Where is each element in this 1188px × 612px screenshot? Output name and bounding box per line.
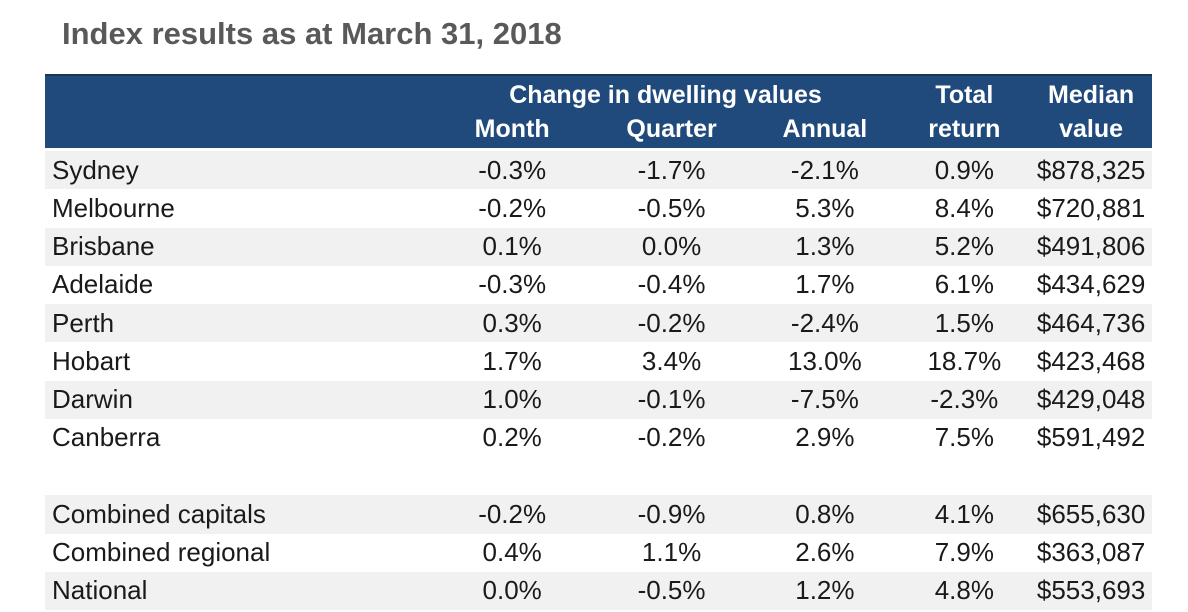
cell-total-return: 6.1% [898, 265, 1031, 304]
table-row-sydney: Sydney -0.3% -1.7% -2.1% 0.9% $878,325 [45, 151, 1152, 190]
cell-quarter: 1.1% [591, 533, 752, 572]
table-row-hobart: Hobart 1.7% 3.4% 13.0% 18.7% $423,468 [45, 342, 1152, 381]
row-label: Combined capitals [45, 495, 433, 534]
row-label: Melbourne [45, 189, 433, 228]
header-median-line2: value [1030, 115, 1152, 151]
header-total-line2: return [898, 115, 1031, 151]
index-results-table: Change in dwelling values Total Median M… [45, 74, 1152, 610]
cell-median-value: $655,630 [1030, 495, 1152, 534]
row-label: Sydney [45, 151, 433, 190]
header-empty-cell [45, 115, 433, 151]
table-row-combined-regional: Combined regional 0.4% 1.1% 2.6% 7.9% $3… [45, 533, 1152, 572]
cell-quarter: -0.9% [591, 495, 752, 534]
cell-median-value: $491,806 [1030, 227, 1152, 266]
cell-total-return: 5.2% [898, 227, 1031, 266]
cell-month: 0.4% [432, 533, 592, 572]
cell-quarter: -0.2% [591, 418, 752, 457]
cell-quarter: -0.5% [591, 571, 752, 610]
cell-annual: 2.6% [751, 533, 899, 572]
page-title: Index results as at March 31, 2018 [62, 16, 562, 51]
cell-quarter: -0.4% [591, 265, 752, 304]
table-row-adelaide: Adelaide -0.3% -0.4% 1.7% 6.1% $434,629 [45, 265, 1152, 304]
cell-month: 0.1% [432, 227, 592, 266]
cell-quarter: 3.4% [591, 342, 752, 381]
cell-annual: 13.0% [751, 342, 899, 381]
cell-total-return: 1.5% [898, 304, 1031, 343]
cell-annual: -7.5% [751, 380, 899, 419]
cell-quarter: -0.1% [591, 380, 752, 419]
header-median-line1: Median [1030, 74, 1152, 115]
cell-median-value: $720,881 [1030, 189, 1152, 228]
cell-month: 0.2% [432, 418, 592, 457]
row-label: Canberra [45, 418, 433, 457]
row-label: Combined regional [45, 533, 433, 572]
table-row-darwin: Darwin 1.0% -0.1% -7.5% -2.3% $429,048 [45, 380, 1152, 419]
cell-total-return: 7.9% [898, 533, 1031, 572]
cell-total-return: 4.8% [898, 571, 1031, 610]
cell-month: 1.0% [432, 380, 592, 419]
cell-month: 0.0% [432, 571, 592, 610]
cell-annual: 1.3% [751, 227, 899, 266]
cell-quarter: 0.0% [591, 227, 752, 266]
cell-month: -0.2% [432, 495, 592, 534]
cell-median-value: $429,048 [1030, 380, 1152, 419]
cell-annual: -2.1% [751, 151, 899, 190]
cell-quarter: -1.7% [591, 151, 752, 190]
cell-total-return: 0.9% [898, 151, 1031, 190]
cell-annual: 2.9% [751, 418, 899, 457]
header-row-columns: Month Quarter Annual return value [45, 115, 1152, 151]
row-label: National [45, 571, 433, 610]
table-row-brisbane: Brisbane 0.1% 0.0% 1.3% 5.2% $491,806 [45, 227, 1152, 266]
cell-month: -0.2% [432, 189, 592, 228]
cell-median-value: $363,087 [1030, 533, 1152, 572]
row-label: Adelaide [45, 265, 433, 304]
cell-total-return: 8.4% [898, 189, 1031, 228]
header-quarter: Quarter [591, 115, 752, 151]
cell-total-return: 18.7% [898, 342, 1031, 381]
table-row-combined-capitals: Combined capitals -0.2% -0.9% 0.8% 4.1% … [45, 495, 1152, 534]
table-row-perth: Perth 0.3% -0.2% -2.4% 1.5% $464,736 [45, 304, 1152, 343]
header-total-line1: Total [898, 74, 1031, 115]
header-annual: Annual [751, 115, 899, 151]
header-row-group: Change in dwelling values Total Median [45, 74, 1152, 115]
cell-median-value: $464,736 [1030, 304, 1152, 343]
cell-month: 0.3% [432, 304, 592, 343]
table-row-national: National 0.0% -0.5% 1.2% 4.8% $553,693 [45, 571, 1152, 610]
header-month: Month [432, 115, 592, 151]
cell-month: 1.7% [432, 342, 592, 381]
cell-total-return: -2.3% [898, 380, 1031, 419]
row-label: Darwin [45, 380, 433, 419]
row-label: Hobart [45, 342, 433, 381]
cell-annual: 0.8% [751, 495, 899, 534]
cell-annual: 1.2% [751, 571, 899, 610]
cell-quarter: -0.2% [591, 304, 752, 343]
row-label: Brisbane [45, 227, 433, 266]
cell-annual: -2.4% [751, 304, 899, 343]
table-row-melbourne: Melbourne -0.2% -0.5% 5.3% 8.4% $720,881 [45, 189, 1152, 228]
header-change-group: Change in dwelling values [432, 74, 899, 115]
spacer-cell [45, 457, 1152, 496]
spacer-row [45, 457, 1152, 496]
row-label: Perth [45, 304, 433, 343]
cell-annual: 1.7% [751, 265, 899, 304]
table-row-canberra: Canberra 0.2% -0.2% 2.9% 7.5% $591,492 [45, 418, 1152, 457]
cell-median-value: $434,629 [1030, 265, 1152, 304]
cell-total-return: 7.5% [898, 418, 1031, 457]
table-header: Change in dwelling values Total Median M… [45, 74, 1152, 151]
cell-month: -0.3% [432, 265, 592, 304]
cell-median-value: $878,325 [1030, 151, 1152, 190]
cell-annual: 5.3% [751, 189, 899, 228]
cell-total-return: 4.1% [898, 495, 1031, 534]
header-empty-cell [45, 74, 433, 115]
cell-median-value: $423,468 [1030, 342, 1152, 381]
cell-month: -0.3% [432, 151, 592, 190]
cell-median-value: $553,693 [1030, 571, 1152, 610]
cell-quarter: -0.5% [591, 189, 752, 228]
cell-median-value: $591,492 [1030, 418, 1152, 457]
